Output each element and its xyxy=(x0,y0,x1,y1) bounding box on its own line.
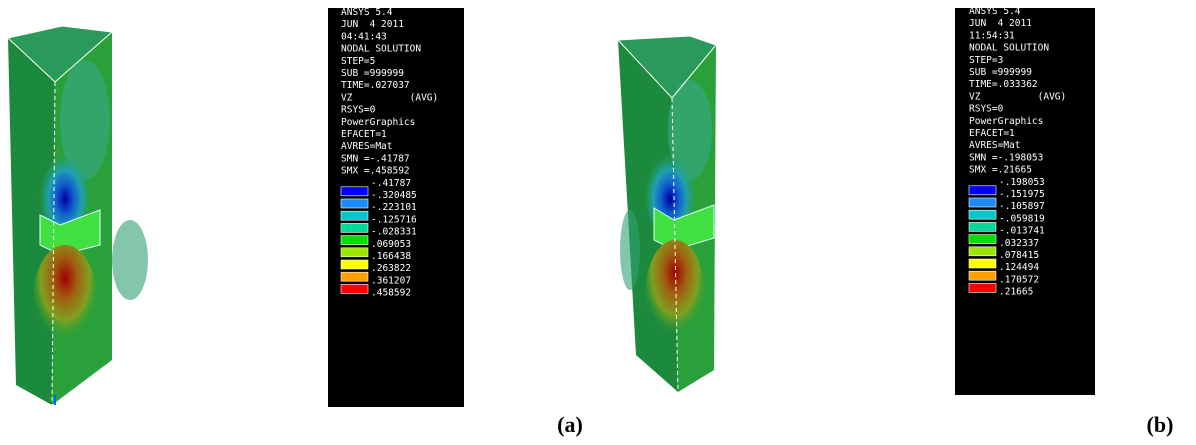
legend-value: -.198053 xyxy=(999,177,1045,188)
legend-value: -.151975 xyxy=(999,189,1045,200)
legend-swatch xyxy=(969,198,996,207)
info-line: AVRES=Mat xyxy=(969,140,1020,151)
legend-swatch xyxy=(969,247,996,256)
info-line: ANSYS 5.4 xyxy=(969,6,1021,17)
legend-value: .032337 xyxy=(999,238,1039,249)
info-line: TIME=.033362 xyxy=(969,79,1038,90)
legend-value: .166438 xyxy=(371,251,411,262)
info-line: VZ (AVG) xyxy=(969,91,1066,102)
legend-swatch xyxy=(341,272,368,281)
legend-value: -.320485 xyxy=(371,190,417,201)
legend-swatch xyxy=(341,284,368,293)
info-line: SUB =999999 xyxy=(969,67,1032,78)
legend-swatch xyxy=(341,187,368,196)
info-line: EFACET=1 xyxy=(969,128,1015,139)
info-line: VZ (AVG) xyxy=(341,92,438,103)
figure: ANSYS 5.4JUN 4 201104:41:43NODAL SOLUTIO… xyxy=(0,0,1196,445)
info-line: TIME=.027037 xyxy=(341,80,410,91)
legend-swatch xyxy=(969,210,996,219)
legend-swatch xyxy=(341,211,368,220)
legend-swatch xyxy=(969,259,996,268)
legend-swatch xyxy=(341,260,368,269)
legend-swatch xyxy=(341,199,368,208)
info-line: SUB =999999 xyxy=(341,68,404,79)
legend-value: .170572 xyxy=(999,274,1039,285)
info-line: STEP=3 xyxy=(969,55,1003,66)
legend-swatch xyxy=(969,186,996,195)
info-line: PowerGraphics xyxy=(341,117,415,128)
info-line: JUN 4 2011 xyxy=(341,19,404,30)
info-line: NODAL SOLUTION xyxy=(969,43,1049,54)
info-line: AVRES=Mat xyxy=(341,141,392,152)
legend-value: .458592 xyxy=(371,288,411,299)
caption: (b) xyxy=(1147,412,1174,437)
info-line: STEP=5 xyxy=(341,56,375,67)
info-line: NODAL SOLUTION xyxy=(341,44,421,55)
legend-value: -.223101 xyxy=(371,202,417,213)
info-line: EFACET=1 xyxy=(341,129,387,140)
info-line: RSYS=0 xyxy=(969,104,1004,115)
legend-value: .263822 xyxy=(371,263,411,274)
info-line: JUN 4 2011 xyxy=(969,18,1032,29)
legend-value: -.059819 xyxy=(999,213,1045,224)
info-line: RSYS=0 xyxy=(341,105,376,116)
legend-swatch xyxy=(341,248,368,257)
info-line: PowerGraphics xyxy=(969,116,1043,127)
legend-swatch xyxy=(969,222,996,231)
legend-value: .124494 xyxy=(999,262,1039,273)
model-b xyxy=(618,36,716,392)
legend-value: -.028331 xyxy=(371,227,417,238)
legend-value: -.41787 xyxy=(371,178,411,189)
legend-value: -.013741 xyxy=(999,226,1045,237)
info-line: 11:54:31 xyxy=(969,30,1015,41)
legend-swatch xyxy=(341,236,368,245)
info-line: SMN =-.41787 xyxy=(341,153,410,164)
info-line: SMX =.21665 xyxy=(969,165,1032,176)
legend-swatch xyxy=(969,235,996,244)
legend-swatch xyxy=(969,283,996,292)
model-a xyxy=(8,26,148,405)
info-line: 04:41:43 xyxy=(341,31,387,42)
legend-value: .078415 xyxy=(999,250,1039,261)
caption: (a) xyxy=(557,412,583,437)
legend-value: -.125716 xyxy=(371,214,417,225)
legend-swatch xyxy=(341,223,368,232)
legend-value: -.105897 xyxy=(999,201,1045,212)
info-line: SMN =-.198053 xyxy=(969,152,1043,163)
info-line: SMX =.458592 xyxy=(341,166,410,177)
legend-value: .361207 xyxy=(371,275,411,286)
legend-swatch xyxy=(969,271,996,280)
info-line: ANSYS 5.4 xyxy=(341,7,393,18)
legend-value: .21665 xyxy=(999,287,1033,298)
legend-value: .069053 xyxy=(371,239,411,250)
